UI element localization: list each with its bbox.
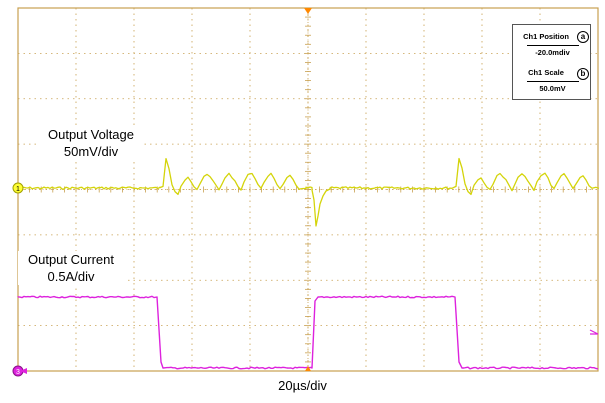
ch1-scale-label: Ch1 Scale [528,68,564,77]
channel-settings-panel: Ch1 Position a -20.0mdiv Ch1 Scale b 50.… [512,24,591,100]
trace-layer [17,157,600,370]
ch3-marker-label: 3 [16,369,20,376]
output-voltage-trace [17,157,600,227]
marker-layer: 13 [12,8,599,377]
current-annotation-scale: 0.5A/div [47,269,95,284]
trigger-bottom-icon [305,366,311,371]
scale-badge-icon: b [577,68,589,80]
current-annotation: Output Current 0.5A/div [18,251,124,285]
ch3-level-arrow-icon [589,329,599,335]
ch1-marker-icon [12,182,24,194]
time-scale-label: 20µs/div [278,378,327,393]
scale-divider [527,81,579,82]
current-annotation-title: Output Current [28,252,114,267]
trigger-position-icon [304,8,312,14]
ch1-position-label: Ch1 Position [523,32,569,41]
ch3-offset-icon [20,368,27,374]
voltage-annotation-scale: 50mV/div [63,144,119,159]
voltage-annotation: Output Voltage 50mV/div [38,126,144,160]
position-divider [527,45,579,46]
ch1-scale-value: 50.0mV [539,84,566,93]
output-current-trace [17,295,599,370]
position-badge-icon: a [577,31,589,43]
ch1-marker-label: 1 [16,186,20,193]
voltage-annotation-title: Output Voltage [47,127,134,142]
ch1-position-value: -20.0mdiv [535,48,570,57]
